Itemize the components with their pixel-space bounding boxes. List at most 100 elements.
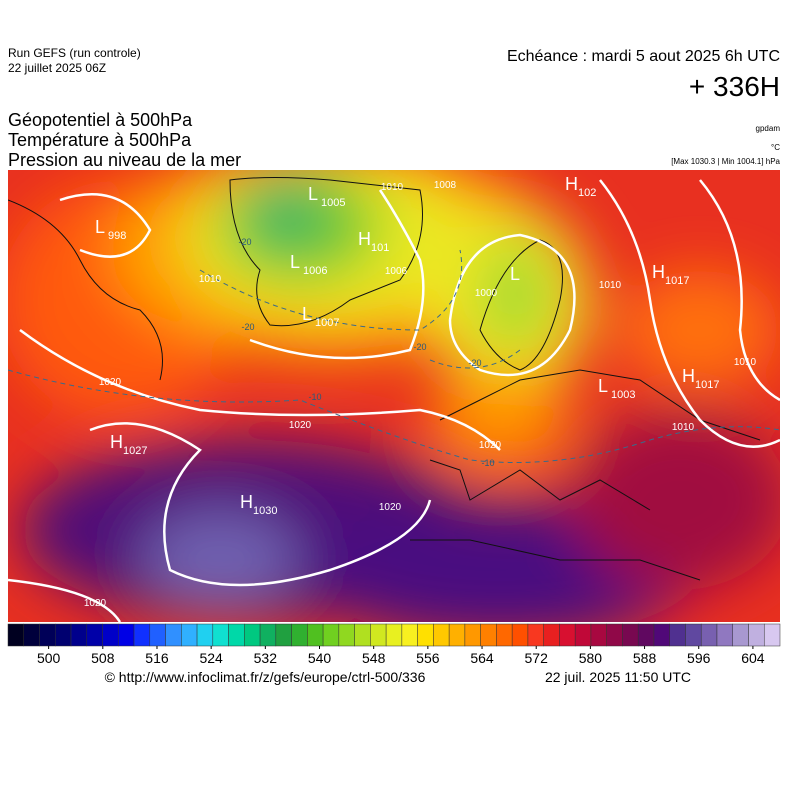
colorbar-tick-label: 516 — [145, 650, 169, 666]
isobar-label: 1000 — [475, 288, 498, 299]
isobar-label: 1010 — [599, 280, 622, 291]
colorbar-swatch — [700, 623, 718, 647]
colorbar-swatch — [149, 623, 166, 647]
title: Pression au niveau de la mer — [8, 150, 241, 170]
unit: °C — [771, 143, 780, 152]
colorbar-swatch — [181, 623, 198, 647]
isobar-label: 1010 — [672, 422, 695, 433]
lead-time: + 336H — [689, 71, 780, 102]
center-type: L — [95, 217, 105, 237]
colorbar-swatch — [322, 623, 340, 647]
colorbar-swatch — [102, 623, 119, 647]
colorbar-swatch — [511, 623, 529, 647]
temperature-label: -20 — [241, 322, 254, 332]
colorbar-swatch — [275, 623, 292, 647]
center-type: H — [110, 432, 123, 452]
colorbar-swatch — [606, 623, 623, 647]
colorbar-swatch — [39, 623, 56, 647]
center-value: 1027 — [123, 445, 147, 457]
center-value: 1005 — [321, 197, 345, 209]
valid-time: Echéance : mardi 5 aout 2025 6h UTC — [507, 48, 780, 65]
colorbar-swatch — [574, 623, 592, 647]
center-value: 1006 — [303, 265, 327, 277]
colorbar-swatch — [622, 623, 639, 647]
isobar-label: 1008 — [434, 180, 457, 191]
temperature-label: -10 — [308, 392, 321, 402]
isobar-label: 1006 — [385, 266, 408, 277]
title: Température à 500hPa — [8, 130, 192, 150]
title: Géopotentiel à 500hPa — [8, 110, 193, 130]
center-type: L — [598, 376, 608, 396]
colorbar-swatch — [543, 623, 560, 647]
run-date: 22 juillet 2025 06Z — [8, 61, 106, 75]
colorbar-tick-label: 580 — [579, 650, 603, 666]
temperature-label: -20 — [413, 342, 426, 352]
colorbar-tick-label: 540 — [308, 650, 332, 666]
colorbar-swatch — [763, 623, 781, 647]
isobar-label: 1020 — [289, 420, 312, 431]
colorbar-swatch — [685, 623, 702, 647]
colorbar-tick-label: 596 — [687, 650, 711, 666]
center-type: H — [240, 492, 253, 512]
colorbar-tick-label: 508 — [91, 650, 115, 666]
colorbar-swatch — [7, 623, 25, 647]
generated-time: 22 juil. 2025 11:50 UTC — [545, 669, 691, 685]
isobar-label: 1010 — [734, 357, 757, 368]
unit: [Max 1030.3 | Min 1004.1] hPa — [671, 157, 780, 166]
colorbar-swatch — [748, 623, 765, 647]
colorbar-swatch — [732, 623, 749, 647]
temperature-label: -10 — [481, 458, 494, 468]
center-type: H — [358, 229, 371, 249]
colorbar-tick-label: 532 — [254, 650, 278, 666]
colorbar-tick-label: 588 — [633, 650, 657, 666]
colorbar-swatch — [291, 623, 308, 647]
colorbar-swatch — [496, 623, 513, 647]
colorbar-swatch — [228, 623, 245, 647]
colorbar-swatch — [433, 623, 450, 647]
colorbar-swatch — [559, 623, 576, 647]
temperature-label: -20 — [238, 237, 251, 247]
center-type: L — [510, 264, 520, 284]
center-value: 1017 — [695, 379, 719, 391]
colorbar-swatch — [23, 623, 40, 647]
colorbar-swatch — [370, 623, 387, 647]
colorbar-swatch — [55, 623, 72, 647]
colorbar-tick-label: 604 — [741, 650, 765, 666]
colorbar-swatch — [196, 623, 214, 647]
center-type: L — [290, 252, 300, 272]
isobar-label: 1020 — [99, 377, 122, 388]
center-type: H — [565, 174, 578, 194]
colorbar-tick-label: 548 — [362, 650, 386, 666]
temperature-label: -20 — [468, 358, 481, 368]
colorbar-swatch — [448, 623, 466, 647]
center-value: 1017 — [665, 275, 689, 287]
source: © http://www.infoclimat.fr/z/gefs/europe… — [105, 669, 426, 685]
colorbar: 500 508 516 524 532 540 548 556 564 572 580 588 596 6… — [7, 623, 781, 666]
colorbar-swatch — [385, 623, 403, 647]
center-value: 1030 — [253, 505, 277, 517]
colorbar-tick-label: 564 — [470, 650, 494, 666]
colorbar-swatch — [70, 623, 88, 647]
colorbar-swatch — [637, 623, 655, 647]
colorbar-swatch — [417, 623, 434, 647]
center-value: 101 — [371, 242, 389, 254]
center-value: 1007 — [315, 317, 339, 329]
colorbar-tick-label: 500 — [37, 650, 61, 666]
colorbar-swatch — [669, 623, 686, 647]
colorbar-swatch — [401, 623, 418, 647]
isobar-label: 1010 — [199, 274, 222, 285]
center-value: 998 — [108, 230, 126, 242]
isobar-label: 1020 — [84, 598, 107, 609]
isobar-label: 1020 — [479, 440, 502, 451]
colorbar-swatch — [354, 623, 371, 647]
center-type: L — [308, 184, 318, 204]
colorbar-swatch — [307, 623, 324, 647]
colorbar-swatch — [464, 623, 481, 647]
isobar-label: 1020 — [379, 502, 402, 513]
colorbar-swatch — [259, 623, 277, 647]
colorbar-swatch — [653, 623, 670, 647]
colorbar-swatch — [338, 623, 355, 647]
colorbar-swatch — [86, 623, 103, 647]
